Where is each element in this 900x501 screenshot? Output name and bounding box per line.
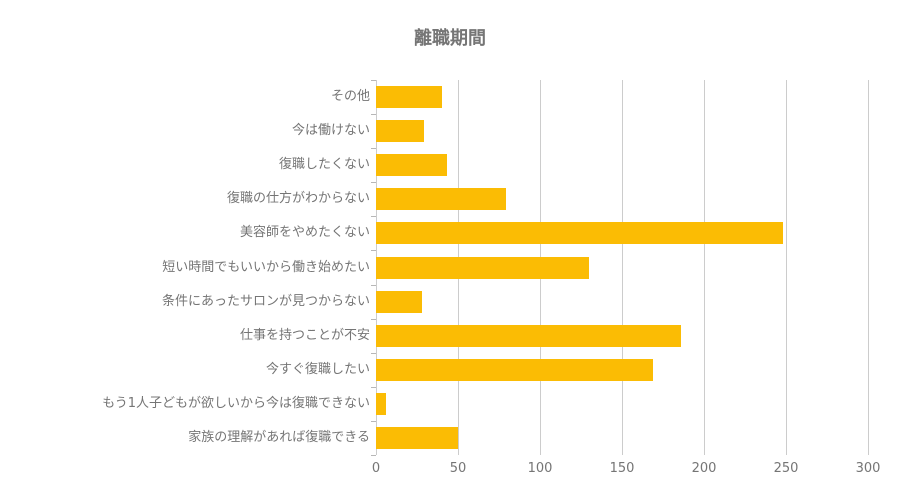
y-axis-tick bbox=[371, 114, 376, 116]
y-axis-tick bbox=[371, 216, 376, 218]
bar bbox=[376, 426, 458, 449]
category-label: 家族の理解があれば復職できる bbox=[188, 429, 370, 445]
bar bbox=[376, 290, 422, 313]
category-label: 短い時間でもいいから働き始めたい bbox=[162, 259, 370, 275]
chart-title: 離職期間 bbox=[414, 28, 486, 49]
category-label: 復職したくない bbox=[278, 157, 370, 173]
bar bbox=[376, 86, 442, 109]
category-label: 仕事を持つことが不安 bbox=[239, 327, 370, 343]
y-axis-tick bbox=[371, 352, 376, 354]
category-label: 今すぐ復職したい bbox=[265, 361, 370, 377]
bar bbox=[376, 392, 386, 415]
category-label: もう1人子どもが欲しいから今は復職できない bbox=[102, 395, 370, 411]
grid-line bbox=[704, 80, 705, 455]
y-axis-tick bbox=[371, 80, 376, 81]
bar bbox=[376, 154, 447, 177]
grid-line bbox=[868, 80, 869, 455]
x-tick-label: 100 bbox=[527, 461, 553, 476]
y-axis-tick bbox=[371, 420, 376, 422]
bar bbox=[376, 358, 654, 381]
y-axis-tick bbox=[371, 318, 376, 320]
y-axis-tick bbox=[371, 250, 376, 252]
category-label: 復職の仕方がわからない bbox=[226, 191, 370, 207]
bar bbox=[376, 256, 590, 279]
x-tick-label: 0 bbox=[371, 461, 381, 476]
x-tick-label: 300 bbox=[855, 461, 881, 476]
bar-chart-plot-area bbox=[376, 80, 869, 455]
category-label: その他 bbox=[330, 89, 370, 105]
bar bbox=[376, 222, 783, 245]
category-label: 今は働けない bbox=[291, 123, 370, 139]
y-axis-tick bbox=[371, 455, 376, 456]
grid-line bbox=[622, 80, 623, 455]
bar bbox=[376, 120, 424, 143]
x-tick-label: 50 bbox=[449, 461, 467, 476]
x-tick-label: 250 bbox=[773, 461, 799, 476]
bar bbox=[376, 324, 682, 347]
x-tick-label: 150 bbox=[609, 461, 635, 476]
category-label: 美容師をやめたくない bbox=[239, 225, 370, 241]
grid-line bbox=[786, 80, 787, 455]
y-axis-tick bbox=[371, 284, 376, 286]
bar bbox=[376, 188, 506, 211]
y-axis-tick bbox=[371, 386, 376, 388]
y-axis-tick bbox=[371, 182, 376, 184]
category-label: 条件にあったサロンが見つからない bbox=[161, 293, 370, 309]
y-axis-tick bbox=[371, 148, 376, 150]
x-tick-label: 200 bbox=[691, 461, 717, 476]
